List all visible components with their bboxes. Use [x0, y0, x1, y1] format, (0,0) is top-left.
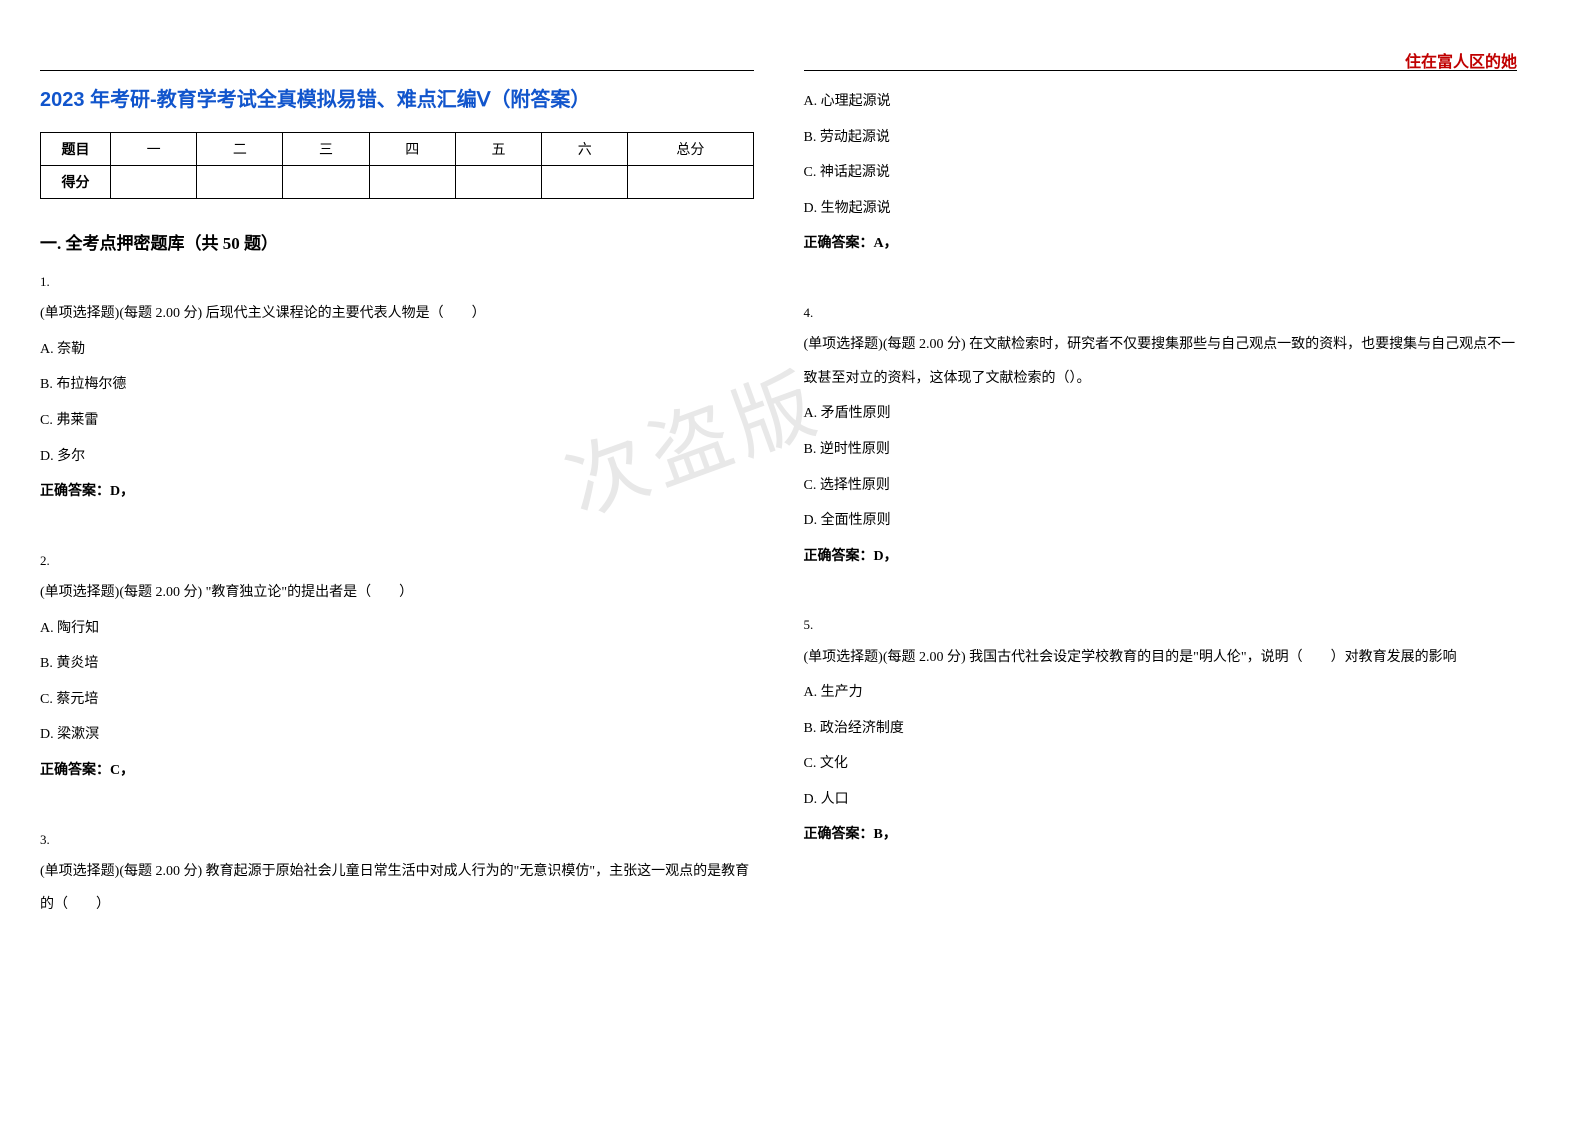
q-option: D. 人口	[804, 783, 1518, 817]
q-option: A. 奈勒	[40, 333, 754, 367]
q-option: B. 政治经济制度	[804, 712, 1518, 746]
q-option: D. 全面性原则	[804, 504, 1518, 538]
q-answer: 正确答案：A，	[804, 227, 1518, 261]
question-3-continued: A. 心理起源说 B. 劳动起源说 C. 神话起源说 D. 生物起源说 正确答案…	[804, 85, 1518, 261]
table-cell	[628, 166, 753, 199]
q-option: D. 梁漱溟	[40, 718, 754, 752]
table-cell: 题目	[41, 133, 111, 166]
q-num: 2.	[40, 545, 754, 576]
table-cell	[455, 166, 541, 199]
q-option: B. 逆时性原则	[804, 433, 1518, 467]
table-cell	[369, 166, 455, 199]
question-1: 1. (单项选择题)(每题 2.00 分) 后现代主义课程论的主要代表人物是（ …	[40, 266, 754, 509]
q-option: C. 文化	[804, 747, 1518, 781]
table-cell: 六	[542, 133, 628, 166]
q-num: 5.	[804, 609, 1518, 640]
table-score-row: 得分	[41, 166, 754, 199]
table-cell	[111, 166, 197, 199]
section-title: 一. 全考点押密题库（共 50 题）	[40, 229, 754, 254]
q-option: C. 弗莱雷	[40, 404, 754, 438]
table-cell: 得分	[41, 166, 111, 199]
q-stem: (单项选择题)(每题 2.00 分) 在文献检索时，研究者不仅要搜集那些与自己观…	[804, 328, 1518, 395]
table-cell	[542, 166, 628, 199]
q-num: 3.	[40, 824, 754, 855]
table-cell: 一	[111, 133, 197, 166]
q-option: D. 生物起源说	[804, 192, 1518, 226]
q-option: A. 矛盾性原则	[804, 397, 1518, 431]
table-header-row: 题目 一 二 三 四 五 六 总分	[41, 133, 754, 166]
table-cell: 五	[455, 133, 541, 166]
table-cell	[283, 166, 369, 199]
q-option: C. 神话起源说	[804, 156, 1518, 190]
question-5: 5. (单项选择题)(每题 2.00 分) 我国古代社会设定学校教育的目的是"明…	[804, 609, 1518, 852]
table-cell: 三	[283, 133, 369, 166]
q-option: A. 心理起源说	[804, 85, 1518, 119]
question-4: 4. (单项选择题)(每题 2.00 分) 在文献检索时，研究者不仅要搜集那些与…	[804, 297, 1518, 573]
q-answer: 正确答案：D，	[40, 475, 754, 509]
q-answer: 正确答案：D，	[804, 540, 1518, 574]
q-option: A. 生产力	[804, 676, 1518, 710]
question-2: 2. (单项选择题)(每题 2.00 分) "教育独立论"的提出者是（ ） A.…	[40, 545, 754, 788]
table-cell: 二	[197, 133, 283, 166]
q-option: D. 多尔	[40, 440, 754, 474]
q-answer: 正确答案：C，	[40, 754, 754, 788]
q-option: B. 黄炎培	[40, 647, 754, 681]
q-num: 4.	[804, 297, 1518, 328]
q-option: A. 陶行知	[40, 612, 754, 646]
left-column: 2023 年考研-教育学考试全真模拟易错、难点汇编Ⅴ（附答案） 题目 一 二 三…	[40, 70, 754, 958]
score-table: 题目 一 二 三 四 五 六 总分 得分	[40, 132, 754, 199]
q-stem: (单项选择题)(每题 2.00 分) 教育起源于原始社会儿童日常生活中对成人行为…	[40, 855, 754, 922]
q-option: B. 布拉梅尔德	[40, 368, 754, 402]
right-column: A. 心理起源说 B. 劳动起源说 C. 神话起源说 D. 生物起源说 正确答案…	[804, 70, 1518, 958]
content-wrap: 2023 年考研-教育学考试全真模拟易错、难点汇编Ⅴ（附答案） 题目 一 二 三…	[40, 70, 1517, 958]
brand-text: 住在富人区的她	[1405, 48, 1517, 72]
table-cell: 四	[369, 133, 455, 166]
q-answer: 正确答案：B，	[804, 818, 1518, 852]
q-stem: (单项选择题)(每题 2.00 分) 我国古代社会设定学校教育的目的是"明人伦"…	[804, 641, 1518, 675]
table-cell: 总分	[628, 133, 753, 166]
q-stem: (单项选择题)(每题 2.00 分) 后现代主义课程论的主要代表人物是（ ）	[40, 297, 754, 331]
q-option: C. 蔡元培	[40, 683, 754, 717]
q-stem: (单项选择题)(每题 2.00 分) "教育独立论"的提出者是（ ）	[40, 576, 754, 610]
q-option: B. 劳动起源说	[804, 121, 1518, 155]
q-num: 1.	[40, 266, 754, 297]
doc-title: 2023 年考研-教育学考试全真模拟易错、难点汇编Ⅴ（附答案）	[40, 83, 754, 112]
table-cell	[197, 166, 283, 199]
q-option: C. 选择性原则	[804, 469, 1518, 503]
question-3-partial: 3. (单项选择题)(每题 2.00 分) 教育起源于原始社会儿童日常生活中对成…	[40, 824, 754, 922]
